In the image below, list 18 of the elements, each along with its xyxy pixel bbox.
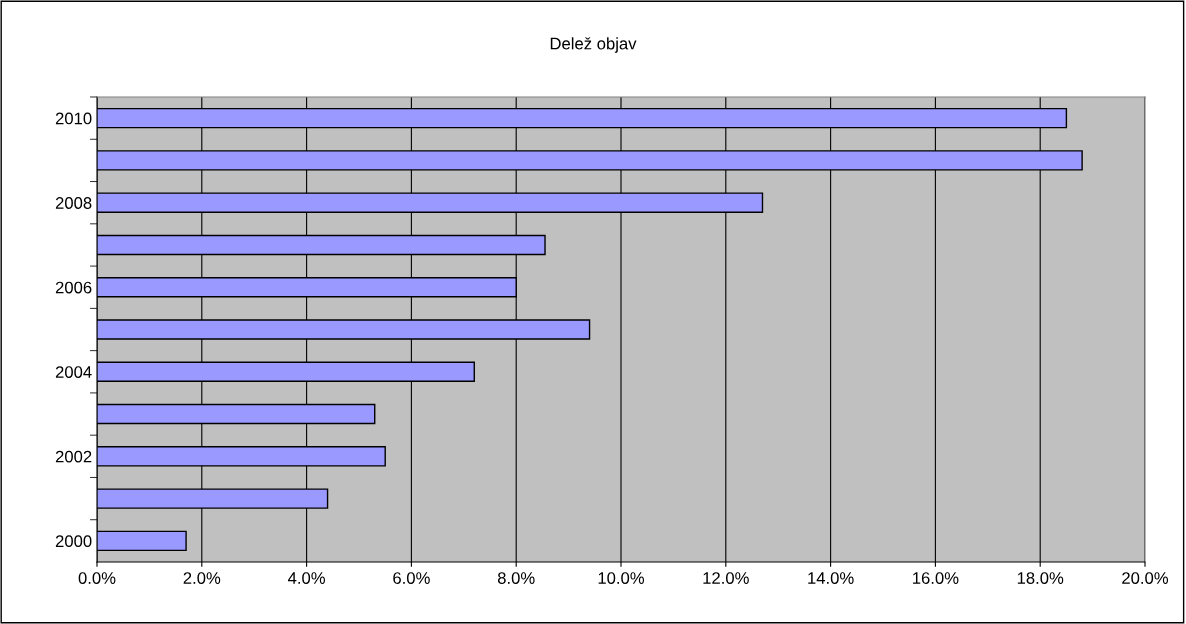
y-tick-label: 2004 [55, 366, 92, 378]
x-tick-label: 20.0% [1122, 572, 1169, 584]
y-tick-label: 2000 [55, 535, 92, 548]
x-tick-label: 16.0% [913, 572, 959, 584]
x-tick-label: 18.0% [1017, 572, 1064, 584]
y-tick-label: 2008 [55, 197, 92, 209]
chart-title: Delež objav [550, 37, 637, 53]
y-tick-label: 2006 [55, 281, 92, 294]
x-tick-label: 10.0% [598, 572, 645, 584]
x-tick-label: 12.0% [703, 572, 749, 584]
x-tick-label: 2.0% [183, 572, 221, 584]
x-tick-label: 14.0% [808, 572, 854, 584]
y-tick-label: 2010 [55, 112, 92, 125]
x-tick-label: 6.0% [393, 572, 430, 584]
x-tick-label: 0.0% [78, 572, 116, 584]
x-tick-label: 8.0% [497, 572, 535, 584]
x-tick-label: 4.0% [287, 572, 325, 584]
y-tick-label: 2002 [55, 450, 92, 463]
